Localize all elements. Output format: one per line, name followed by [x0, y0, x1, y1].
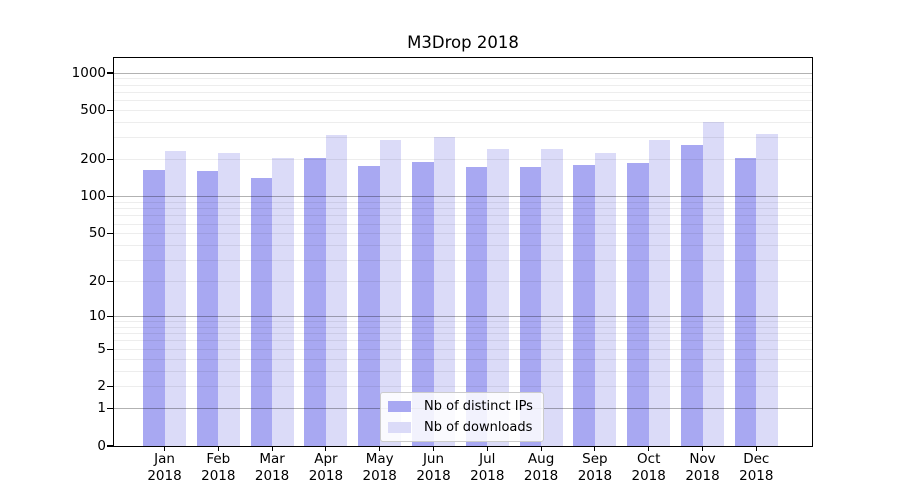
- y-tick-label-10: 10: [88, 308, 106, 324]
- legend-swatch-distinct-ips: [388, 401, 411, 412]
- y-tick-label-20: 20: [88, 273, 106, 290]
- x-tick-label-jun: Jun 2018: [416, 451, 451, 484]
- bar-distinct-ips-aug: [519, 166, 542, 446]
- x-tick-mark: [163, 446, 166, 451]
- x-tick-mark: [755, 446, 757, 451]
- bar-distinct-ips-jul: [465, 166, 488, 446]
- y-tick-label-200: 200: [80, 151, 106, 168]
- bar-distinct-ips-jan: [143, 170, 165, 446]
- bar-downloads-may: [379, 139, 402, 446]
- y-tick-label-500: 500: [80, 101, 106, 118]
- x-tick-label-sep: Sep 2018: [577, 451, 613, 484]
- x-tick-mark: [379, 446, 381, 451]
- minor-gridline-900: [114, 78, 812, 80]
- legend: Nb of distinct IPs Nb of downloads: [380, 392, 544, 442]
- y-tick-label-1: 1: [97, 400, 106, 417]
- y-tick-mark: [107, 233, 114, 235]
- x-tick-mark: [648, 446, 650, 451]
- minor-gridline-500: [114, 109, 812, 111]
- x-tick-label-oct: Oct 2018: [631, 451, 666, 484]
- y-tick-label-100: 100: [80, 188, 106, 205]
- y-tick-label-1000: 1000: [71, 64, 106, 81]
- legend-swatch-downloads: [388, 422, 411, 433]
- bar-distinct-ips-sep: [573, 165, 595, 446]
- bar-distinct-ips-apr: [304, 158, 326, 446]
- bar-downloads-apr: [325, 134, 348, 446]
- y-tick-label-5: 5: [97, 340, 106, 357]
- x-tick-mark: [594, 446, 596, 451]
- legend-label-downloads: Nb of downloads: [424, 420, 533, 435]
- bar-distinct-ips-feb: [196, 171, 219, 446]
- x-tick-mark: [432, 446, 435, 451]
- x-tick-mark: [701, 446, 704, 451]
- bar-distinct-ips-oct: [627, 163, 649, 446]
- x-tick-label-jan: Jan 2018: [147, 451, 182, 484]
- y-tick-label-50: 50: [88, 225, 106, 242]
- bar-distinct-ips-nov: [681, 144, 703, 446]
- bar-downloads-jun: [433, 137, 455, 446]
- minor-gridline-800: [114, 84, 812, 86]
- x-tick-label-apr: Apr 2018: [308, 451, 344, 484]
- x-tick-label-dec: Dec 2018: [739, 451, 774, 484]
- y-tick-mark: [107, 315, 114, 318]
- plot-area: Nb of distinct IPs Nb of downloads: [113, 57, 813, 447]
- bar-downloads-nov: [702, 121, 724, 446]
- bar-downloads-jan: [164, 150, 186, 446]
- minor-gridline-700: [114, 91, 812, 93]
- y-tick-mark: [107, 159, 114, 161]
- x-tick-mark: [486, 446, 488, 451]
- x-tick-label-feb: Feb 2018: [201, 451, 236, 484]
- x-tick-mark: [540, 446, 542, 451]
- x-tick-label-may: May 2018: [362, 451, 397, 484]
- y-tick-mark: [107, 196, 114, 198]
- major-gridline-1000: [114, 72, 812, 74]
- y-tick-mark: [107, 408, 114, 410]
- x-tick-mark: [271, 446, 273, 451]
- y-tick-mark: [107, 109, 114, 111]
- y-tick-mark: [107, 386, 114, 388]
- bar-downloads-jul: [487, 148, 509, 446]
- x-tick-label-jul: Jul 2018: [470, 451, 505, 484]
- legend-item-distinct-ips: Nb of distinct IPs: [388, 399, 537, 414]
- bar-downloads-feb: [218, 152, 240, 446]
- minor-gridline-600: [114, 100, 812, 101]
- bar-distinct-ips-dec: [734, 158, 757, 446]
- x-tick-label-nov: Nov 2018: [685, 451, 720, 484]
- bar-downloads-oct: [648, 140, 671, 446]
- y-tick-label-0: 0: [97, 437, 106, 454]
- bar-downloads-mar: [272, 158, 294, 446]
- y-tick-mark: [107, 72, 114, 74]
- bar-downloads-sep: [594, 152, 617, 446]
- x-tick-label-aug: Aug 2018: [523, 451, 559, 484]
- bar-distinct-ips-may: [358, 165, 380, 446]
- bar-distinct-ips-mar: [250, 177, 273, 446]
- y-tick-mark: [107, 348, 114, 350]
- bar-downloads-dec: [756, 134, 778, 446]
- x-tick-mark: [217, 446, 219, 451]
- y-tick-mark: [107, 281, 114, 283]
- bar-downloads-aug: [541, 149, 563, 446]
- legend-item-downloads: Nb of downloads: [388, 420, 537, 435]
- legend-label-distinct-ips: Nb of distinct IPs: [424, 399, 533, 414]
- bar-distinct-ips-jun: [412, 162, 434, 446]
- y-tick-label-2: 2: [97, 378, 106, 395]
- y-tick-mark: [107, 445, 114, 447]
- x-tick-label-mar: Mar 2018: [254, 451, 290, 484]
- chart-title: M3Drop 2018: [407, 33, 519, 52]
- x-tick-mark: [325, 446, 327, 451]
